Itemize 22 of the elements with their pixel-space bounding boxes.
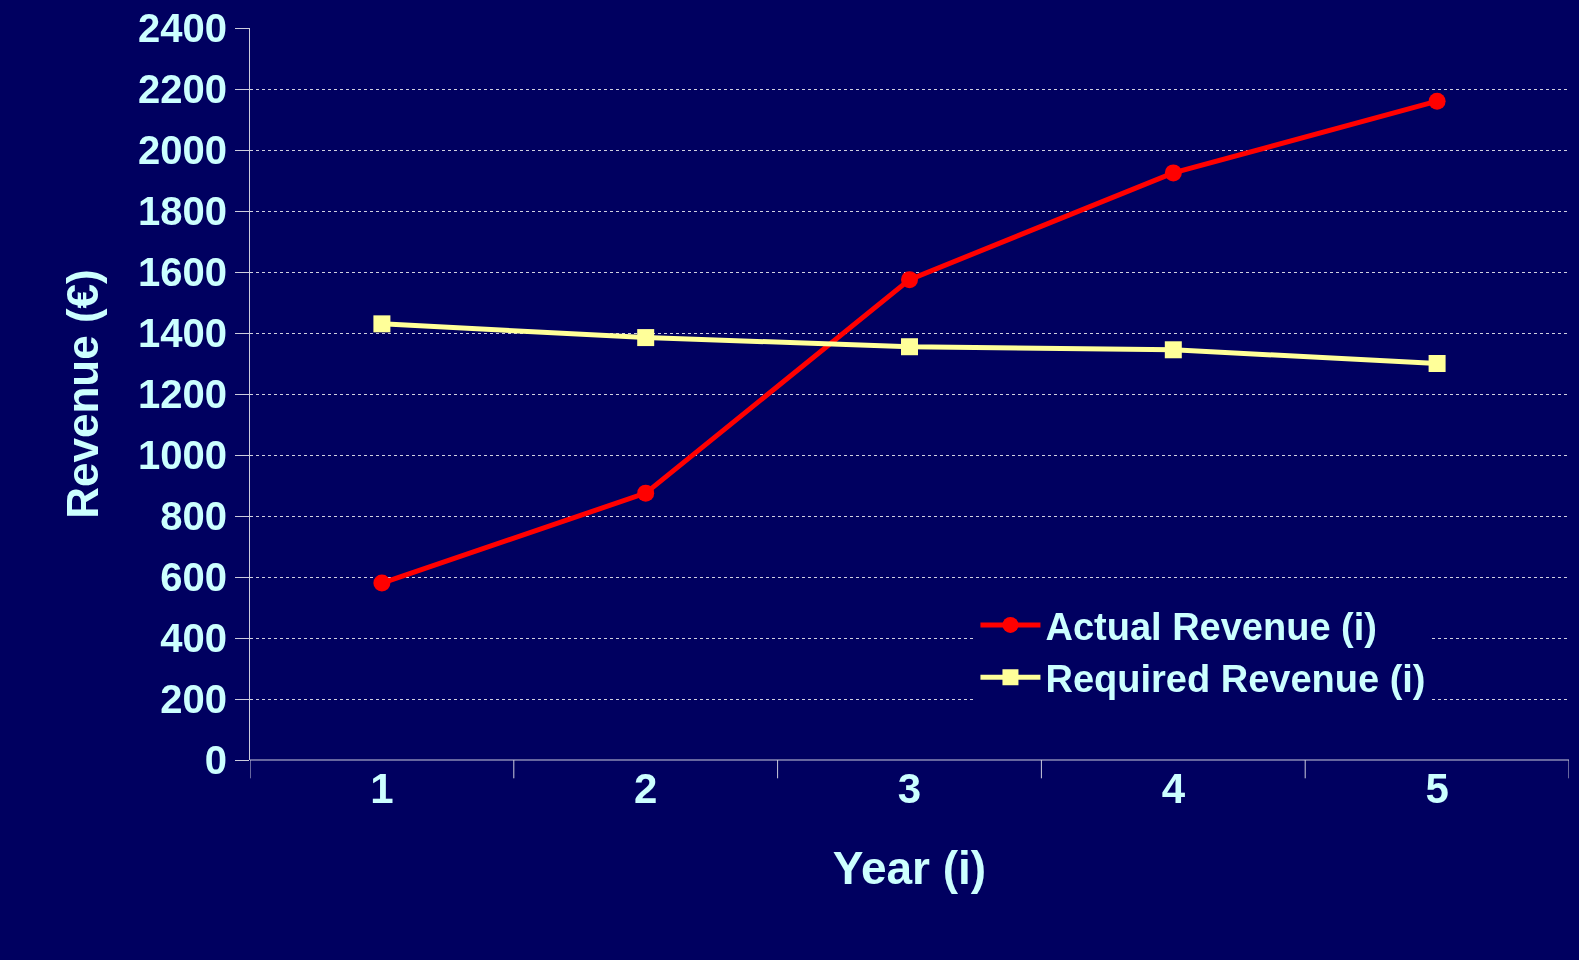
x-axis-title: Year (i) bbox=[832, 841, 987, 894]
y-axis-title: Revenue (€) bbox=[58, 269, 108, 519]
x-tick-label: 5 bbox=[1425, 765, 1449, 812]
y-tick-label: 2200 bbox=[138, 67, 227, 111]
x-tick-label: 3 bbox=[897, 765, 922, 812]
y-tick-label: 1800 bbox=[138, 189, 227, 233]
y-tick-label: 800 bbox=[160, 494, 227, 538]
y-tick-label: 1400 bbox=[138, 311, 227, 355]
legend-label: Required Revenue (i) bbox=[1045, 658, 1426, 701]
x-tick-label: 2 bbox=[634, 765, 658, 812]
y-tick-label: 1000 bbox=[138, 433, 227, 477]
y-tick-label: 2400 bbox=[138, 6, 227, 50]
y-tick-label: 600 bbox=[160, 555, 227, 599]
y-tick-label: 1600 bbox=[138, 250, 227, 294]
y-tick-label: 1200 bbox=[138, 372, 227, 416]
legend-label: Actual Revenue (i) bbox=[1045, 605, 1377, 648]
y-tick-label: 400 bbox=[160, 616, 227, 660]
y-tick-label: 2000 bbox=[138, 128, 227, 172]
x-tick-label: 4 bbox=[1161, 765, 1186, 812]
x-tick-label: 1 bbox=[370, 765, 394, 812]
y-tick-label: 200 bbox=[160, 677, 227, 721]
y-tick-label: 0 bbox=[204, 738, 227, 782]
